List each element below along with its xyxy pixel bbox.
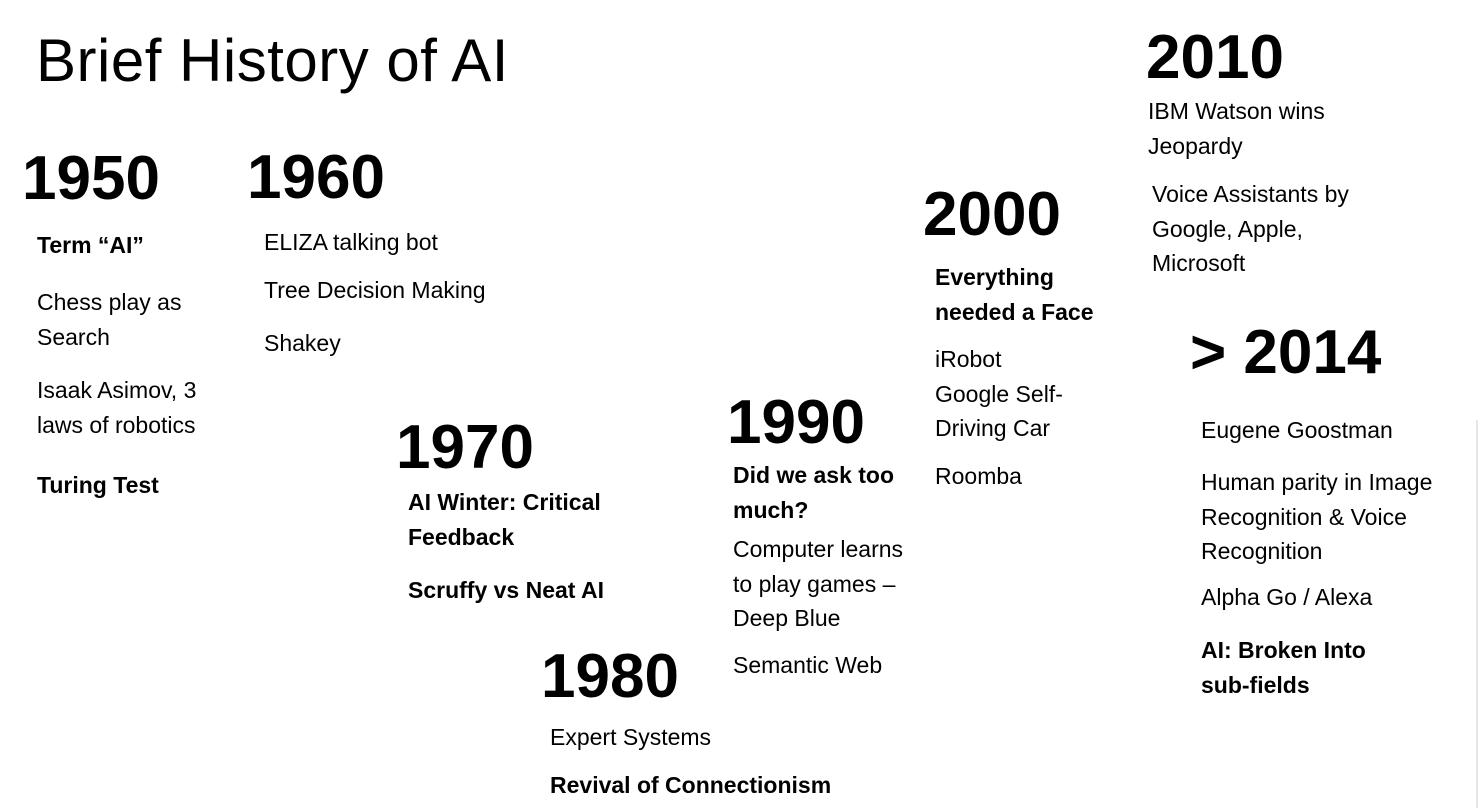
item-subfields: AI: Broken Into sub-fields [1201, 633, 1366, 702]
line: Chess play as [37, 289, 182, 315]
line: sub-fields [1201, 671, 1310, 698]
line: Google Self- [935, 380, 1063, 407]
line: AI Winter: Critical [408, 489, 601, 515]
line: Voice Assistants by [1152, 181, 1349, 207]
item-semantic-web: Semantic Web [733, 652, 883, 678]
item-term-ai: Term “AI” [37, 232, 144, 258]
item-turing-test: Turing Test [37, 472, 159, 498]
item-eugene-goostman: Eugene Goostman [1201, 417, 1393, 443]
line: AI: Broken Into [1201, 637, 1366, 663]
item-deep-blue: Computer learns to play games – Deep Blu… [733, 532, 903, 636]
line: Microsoft [1152, 250, 1246, 276]
item-face: Everything needed a Face [935, 260, 1094, 329]
line: Human parity in Image [1201, 469, 1433, 495]
line: Everything [935, 264, 1054, 290]
item-scruffy-neat: Scruffy vs Neat AI [408, 577, 604, 603]
line: Computer learns [733, 536, 904, 562]
slide-title: Brief History of AI [36, 27, 509, 94]
line: Feedback [408, 523, 515, 550]
year-1950: 1950 [22, 144, 160, 213]
line: Driving Car [935, 415, 1051, 441]
item-shakey: Shakey [264, 330, 341, 356]
item-eliza: ELIZA talking bot [264, 229, 438, 255]
item-chess-search: Chess play as Search [37, 285, 181, 354]
item-alphago-alexa: Alpha Go / Alexa [1201, 584, 1373, 610]
item-ask-too-much: Did we ask too much? [733, 458, 894, 527]
line: Google, Apple, [1152, 215, 1303, 242]
line: Recognition [1201, 538, 1323, 564]
line: Recognition & Voice [1201, 503, 1407, 530]
item-asimov: Isaak Asimov, 3 laws of robotics [37, 373, 196, 442]
line: Did we ask too [733, 462, 895, 488]
line: laws of robotics [37, 411, 196, 438]
item-watson: IBM Watson wins Jeopardy [1148, 94, 1325, 163]
item-ai-winter: AI Winter: Critical Feedback [408, 485, 601, 554]
line: much? [733, 496, 809, 523]
slide-edge-divider [1476, 420, 1478, 808]
item-connectionism: Revival of Connectionism [550, 772, 832, 798]
line: needed a Face [935, 298, 1094, 325]
year-2000: 2000 [923, 180, 1061, 249]
year-1990: 1990 [727, 388, 865, 457]
line: IBM Watson wins [1148, 98, 1325, 124]
line: Isaak Asimov, 3 [37, 377, 197, 403]
line: Jeopardy [1148, 132, 1243, 159]
line: Search [37, 323, 110, 350]
item-human-parity: Human parity in Image Recognition & Voic… [1201, 465, 1432, 569]
year-1980: 1980 [541, 642, 679, 711]
item-voice-assistants: Voice Assistants by Google, Apple, Micro… [1152, 177, 1349, 281]
item-roomba: Roomba [935, 463, 1022, 489]
line: iRobot [935, 346, 1002, 372]
item-expert-systems: Expert Systems [550, 724, 712, 750]
year-2014-plus: > 2014 [1190, 318, 1382, 387]
year-1970: 1970 [396, 413, 534, 482]
line: Deep Blue [733, 605, 841, 631]
year-2010: 2010 [1146, 23, 1284, 92]
item-irobot-google: iRobot Google Self- Driving Car [935, 342, 1063, 446]
line: to play games – [733, 570, 896, 597]
item-tree-decision: Tree Decision Making [264, 277, 486, 303]
year-1960: 1960 [247, 143, 385, 212]
